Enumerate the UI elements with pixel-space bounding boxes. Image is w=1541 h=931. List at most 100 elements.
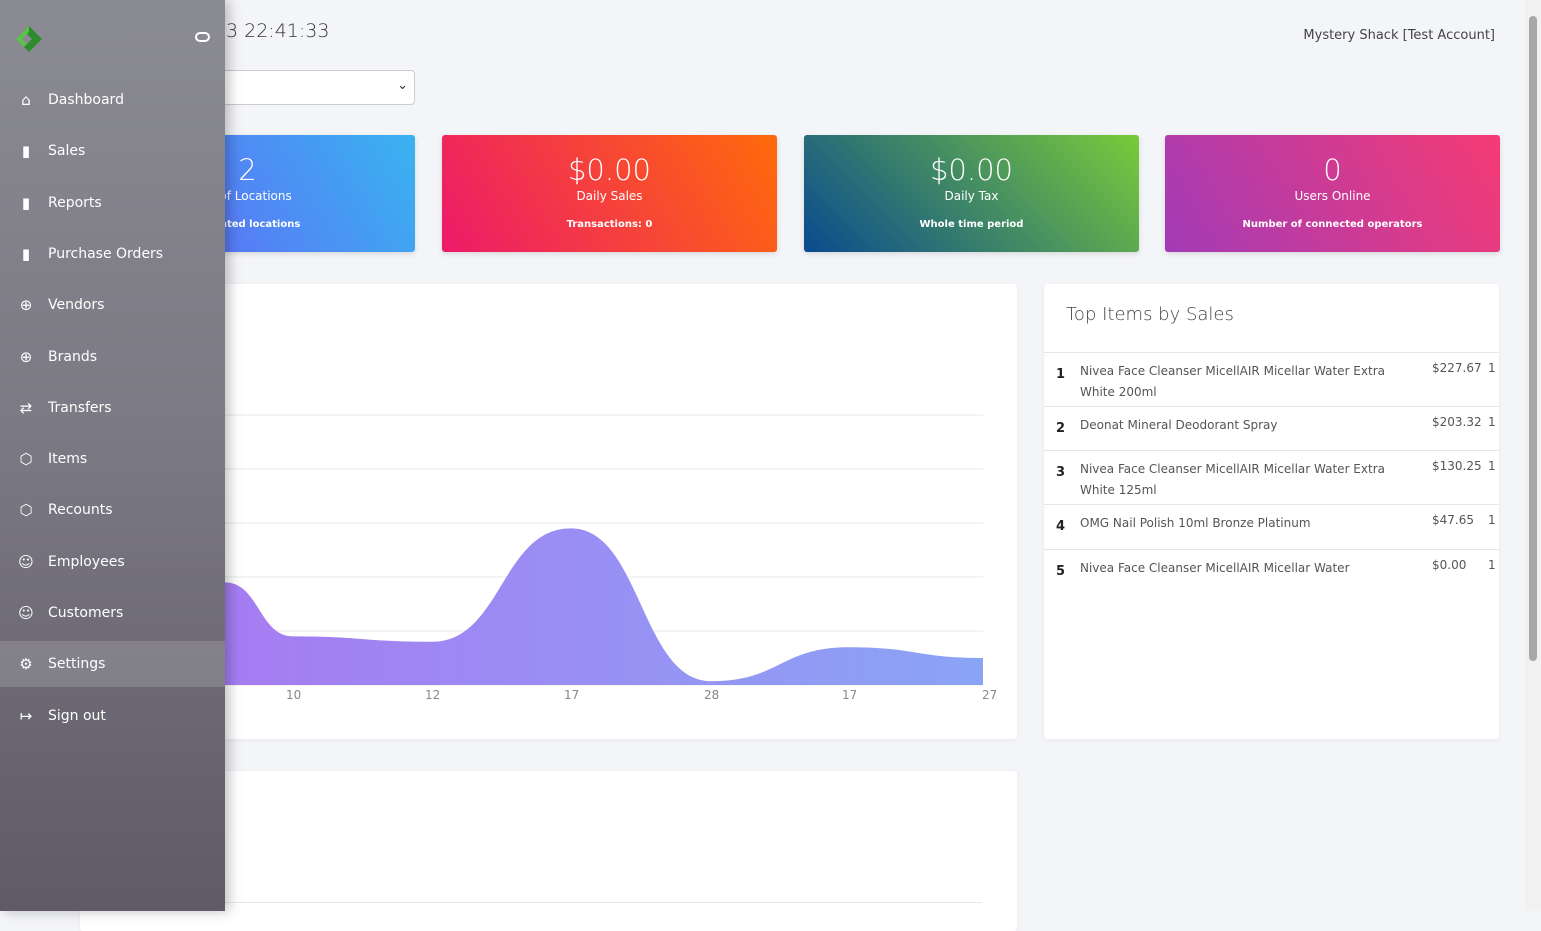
sidebar-item-label: Items: [48, 451, 88, 468]
x-tick-label: 27: [982, 688, 998, 702]
x-tick-label: 17: [842, 688, 858, 702]
item-name: OMG Nail Polish 10ml Bronze Platinum: [1080, 516, 1311, 530]
account-name[interactable]: Mystery Shack [Test Account]: [1303, 28, 1495, 43]
stat-label: er of Locations: [203, 189, 292, 203]
scrollbar[interactable]: [1525, 0, 1541, 911]
purchase-orders-icon: ▮: [21, 244, 31, 263]
stat-value: 2: [238, 153, 257, 187]
item-name: Deonat Mineral Deodorant Spray: [1080, 418, 1278, 432]
recounts-icon: ⬡: [19, 501, 33, 520]
sidebar-item-recounts[interactable]: ⬡ Recounts: [0, 487, 225, 533]
scrollbar-thumb[interactable]: [1529, 16, 1537, 661]
item-qty: 1: [1488, 513, 1496, 527]
item-qty: 1: [1488, 361, 1496, 375]
main-content: Mystery Shack [Test Account] ⌄ 2 er of Lo…: [80, 28, 1500, 931]
rank: 2: [1056, 421, 1066, 436]
rank: 4: [1056, 519, 1066, 534]
dashboard-icon: ⌂: [21, 91, 31, 109]
item-sales: $47.65: [1432, 513, 1474, 527]
stat-subtext: Transactions: 0: [566, 219, 653, 230]
sidebar-item-sign-out[interactable]: ↦ Sign out: [0, 693, 225, 739]
sidebar-item-label: Customers: [48, 605, 124, 621]
sidebar-item-transfers[interactable]: ⇄ Transfers: [0, 385, 225, 431]
item-qty: 1: [1488, 558, 1496, 572]
top-items-panel: Top Items by Sales 1 Nivea Face Cleanser …: [1044, 284, 1499, 739]
customers-icon: ☺: [18, 604, 34, 622]
logo-icon: [16, 26, 42, 52]
top-item-row[interactable]: 1 Nivea Face Cleanser MicellAIR Micellar …: [1044, 352, 1499, 406]
stat-subtext: Number of connected operators: [1242, 219, 1423, 230]
chevron-down-icon: ⌄: [397, 78, 408, 93]
toggle-sidebar-icon[interactable]: [195, 32, 210, 42]
stat-label: Users Online: [1294, 189, 1371, 203]
sidebar-item-label: Sales: [48, 143, 86, 160]
sidebar-item-label: Reports: [48, 194, 102, 211]
x-tick-label: 12: [425, 688, 441, 702]
stat-subtext: f created locations: [194, 219, 301, 230]
datetime: 3 22:41:33: [226, 20, 330, 42]
stat-value: $0.00: [929, 153, 1014, 187]
sidebar-item-label: Purchase Orders: [48, 245, 164, 262]
stat-label: Daily Sales: [576, 189, 643, 203]
sidebar-item-purchase-orders[interactable]: ▮ Purchase Orders: [0, 231, 225, 277]
sidebar-item-label: Sign out: [48, 707, 106, 724]
stat-value: 0: [1323, 153, 1342, 187]
rank: 5: [1056, 564, 1066, 579]
top-item-row[interactable]: 2 Deonat Mineral Deodorant Spray $203.32 1: [1044, 406, 1499, 450]
item-name: Nivea Face Cleanser MicellAIR Micellar W…: [1080, 561, 1350, 575]
transfers-icon: ⇄: [19, 398, 33, 417]
item-sales: $227.67: [1432, 361, 1482, 375]
reports-icon: ▮: [21, 193, 31, 212]
sidebar-item-employees[interactable]: ☺ Employees: [0, 539, 225, 585]
top-item-row[interactable]: 4 OMG Nail Polish 10ml Bronze Platinum $47…: [1044, 504, 1499, 549]
item-qty: 1: [1488, 459, 1496, 473]
settings-icon: ⚙: [19, 655, 33, 674]
sales-area: [225, 528, 983, 685]
stat-value: $0.00: [567, 153, 652, 187]
employees-icon: ☺: [18, 552, 34, 571]
item-name: Nivea Face Cleanser MicellAIR Micellar W…: [1080, 462, 1385, 497]
sidebar-item-label: Employees: [48, 553, 125, 570]
sign-out-icon: ↦: [19, 706, 33, 725]
item-sales: $203.32: [1432, 415, 1482, 429]
top-item-row[interactable]: 3 Nivea Face Cleanser MicellAIR Micellar …: [1044, 450, 1499, 504]
rank: 3: [1056, 465, 1066, 480]
sidebar-item-label: Brands: [48, 348, 97, 365]
stat-card: 0 Users Online Number of connected operato…: [1165, 135, 1500, 252]
brands-icon: ⊕: [19, 347, 33, 366]
item-sales: $130.25: [1432, 459, 1482, 473]
sidebar-item-label: Vendors: [48, 297, 105, 314]
top-item-row[interactable]: 5 Nivea Face Cleanser MicellAIR Micellar …: [1044, 549, 1499, 594]
sidebar-item-label: Transfers: [48, 399, 112, 416]
sidebar: ⌂ Dashboard ▮ Sales ▮ Reports ▮ Purchase Orders…: [0, 0, 225, 911]
items-icon: ⬡: [19, 450, 33, 469]
sidebar-item-sales[interactable]: ▮ Sales: [0, 128, 225, 174]
sales-area-chart: [100, 414, 983, 686]
item-sales: $0.00: [1432, 558, 1467, 572]
vendors-icon: ⊕: [19, 296, 33, 315]
sidebar-item-brands[interactable]: ⊕ Brands: [0, 334, 225, 380]
x-tick-label: 17: [564, 688, 580, 702]
sidebar-item-reports[interactable]: ▮ Reports: [0, 180, 225, 226]
sidebar-item-label: Dashboard: [48, 92, 124, 108]
item-qty: 1: [1488, 415, 1496, 429]
x-tick-label: 28: [704, 688, 720, 702]
sidebar-item-label: Recounts: [48, 502, 113, 519]
sidebar-item-items[interactable]: ⬡ Items: [0, 436, 225, 482]
rank: 1: [1056, 367, 1066, 382]
sidebar-item-customers[interactable]: ☺ Customers: [0, 590, 225, 636]
x-tick-label: 10: [286, 688, 302, 702]
sidebar-item-settings[interactable]: ⚙ Settings: [0, 641, 225, 688]
sidebar-item-dashboard[interactable]: ⌂ Dashboard: [0, 77, 225, 123]
stat-card: $0.00 Daily Tax Whole time period: [804, 135, 1139, 252]
sales-icon: ▮: [21, 142, 31, 161]
second-panel: r: [80, 771, 1017, 931]
sidebar-item-vendors[interactable]: ⊕ Vendors: [0, 282, 225, 328]
item-name: Nivea Face Cleanser MicellAIR Micellar W…: [1080, 364, 1385, 399]
stat-card: $0.00 Daily Sales Transactions: 0: [442, 135, 777, 252]
sidebar-item-label: Settings: [48, 656, 106, 673]
gridline: [80, 902, 982, 903]
stat-label: Daily Tax: [944, 189, 999, 203]
panel-title: Top Items by Sales: [1066, 304, 1234, 325]
stat-subtext: Whole time period: [919, 219, 1024, 230]
